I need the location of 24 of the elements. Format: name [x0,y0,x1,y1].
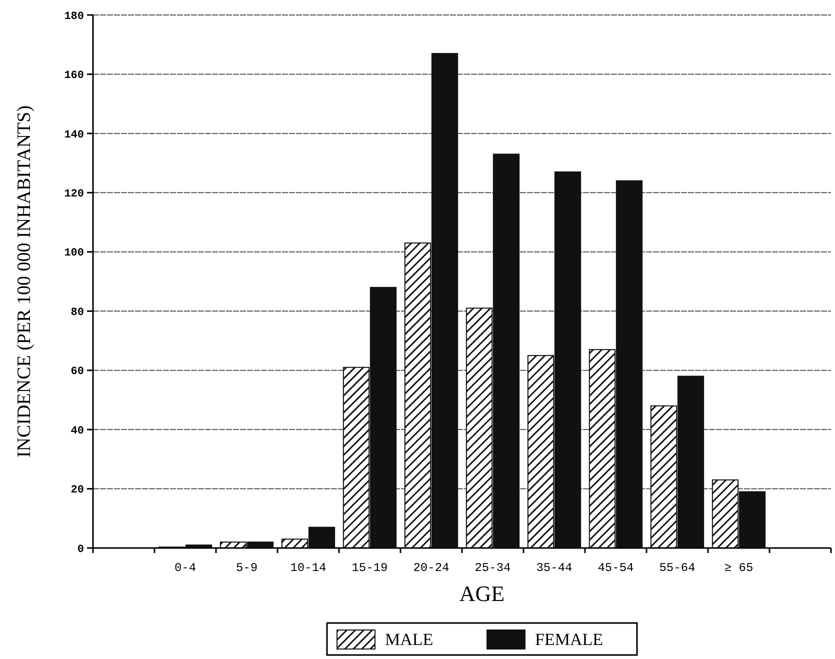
legend-label: FEMALE [535,630,603,649]
x-tick-label: 15-19 [352,561,388,575]
y-tick-label: 80 [70,306,84,319]
x-tick-label: 0-4 [174,561,196,575]
x-tick-label: 25-34 [474,561,511,575]
x-tick-label: 5-9 [236,561,258,575]
y-tick-label: 100 [64,248,84,260]
x-axis-title: AGE [459,581,505,606]
x-tick-label: 45-54 [598,561,634,575]
x-tick-label: ≥ 65 [724,561,754,575]
y-axis-title: INCIDENCE (PER 100 000 INHABITANTS) [14,105,35,458]
y-tick-label: 140 [64,129,84,142]
x-tick-label: 35-44 [536,561,572,575]
y-tick-label: 180 [64,10,84,23]
legend-label: MALE [385,630,434,649]
y-tick-label: 60 [70,366,84,378]
x-tick-label: 20-24 [413,561,450,575]
x-tick-label: 55-64 [659,561,696,575]
y-tick-label: 20 [70,484,84,497]
y-tick-label: 40 [70,425,84,438]
y-tick-label: 120 [64,188,84,201]
x-tick-label: 10-14 [290,561,326,575]
y-tick-label: 0 [77,544,84,556]
y-tick-label: 160 [64,70,84,82]
